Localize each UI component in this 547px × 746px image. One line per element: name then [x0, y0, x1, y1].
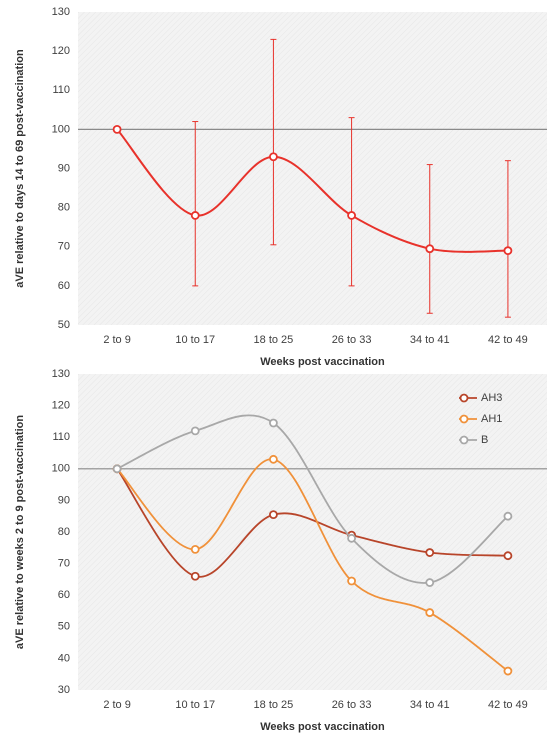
x-tick-label: 18 to 25 [254, 334, 294, 346]
x-axis-title: Weeks post vaccination [260, 356, 385, 368]
x-tick-label: 34 to 41 [410, 334, 450, 346]
y-tick-label: 60 [58, 280, 70, 292]
data-point [347, 211, 356, 220]
data-point [190, 211, 200, 220]
data-point [269, 418, 278, 428]
y-tick-label: 70 [58, 241, 70, 253]
y-axis-title: aVE relative to days 14 to 69 post-vacci… [14, 49, 26, 288]
data-point [190, 426, 200, 436]
x-tick-label: 26 to 33 [332, 334, 372, 346]
data-point [425, 578, 435, 587]
y-tick-label: 100 [52, 123, 70, 135]
y-tick-label: 30 [58, 684, 70, 696]
y-tick-label: 120 [52, 45, 70, 57]
x-tick-label: 2 to 9 [103, 699, 131, 711]
y-tick-label: 110 [52, 431, 70, 443]
data-point [112, 464, 122, 474]
y-tick-label: 120 [52, 400, 70, 412]
y-tick-label: 100 [52, 463, 70, 475]
data-point [112, 124, 122, 134]
x-tick-label: 2 to 9 [103, 334, 131, 346]
plot-area [78, 374, 547, 690]
y-axis-title: aVE relative to weeks 2 to 9 post-vaccin… [14, 415, 26, 649]
y-tick-label: 40 [58, 652, 70, 664]
x-tick-label: 10 to 17 [175, 334, 215, 346]
y-tick-label: 130 [52, 368, 70, 380]
y-tick-label: 80 [58, 526, 70, 538]
legend-label: AH1 [481, 413, 502, 425]
legend-label: B [481, 434, 488, 446]
x-tick-label: 10 to 17 [175, 699, 215, 711]
x-axis-title: Weeks post vaccination [260, 721, 385, 733]
y-tick-label: 90 [58, 162, 70, 174]
data-point [190, 544, 200, 554]
x-tick-label: 18 to 25 [254, 699, 294, 711]
legend-marker [459, 393, 469, 403]
data-point [347, 533, 356, 543]
x-tick-label: 42 to 49 [488, 334, 528, 346]
y-tick-label: 130 [52, 6, 70, 18]
data-point [347, 576, 356, 586]
data-point [269, 152, 278, 162]
data-point [269, 510, 278, 520]
y-tick-label: 70 [58, 558, 70, 570]
data-point [503, 551, 513, 561]
data-point [503, 666, 513, 676]
y-tick-label: 60 [58, 589, 70, 601]
y-tick-label: 110 [52, 84, 70, 96]
data-point [425, 608, 435, 617]
y-tick-label: 50 [58, 319, 70, 331]
y-tick-label: 80 [58, 202, 70, 214]
y-tick-label: 50 [58, 621, 70, 633]
x-tick-label: 26 to 33 [332, 699, 372, 711]
legend-marker [459, 414, 469, 424]
data-point [503, 511, 513, 521]
data-point [503, 246, 513, 256]
legend-label: AH3 [481, 392, 502, 404]
x-tick-label: 34 to 41 [410, 699, 450, 711]
x-tick-label: 42 to 49 [488, 699, 528, 711]
data-point [269, 454, 278, 464]
data-point [425, 244, 435, 254]
plot-area [78, 12, 547, 325]
y-tick-label: 90 [58, 494, 70, 506]
legend-marker [459, 435, 469, 445]
data-point [190, 571, 200, 581]
data-point [425, 548, 435, 557]
